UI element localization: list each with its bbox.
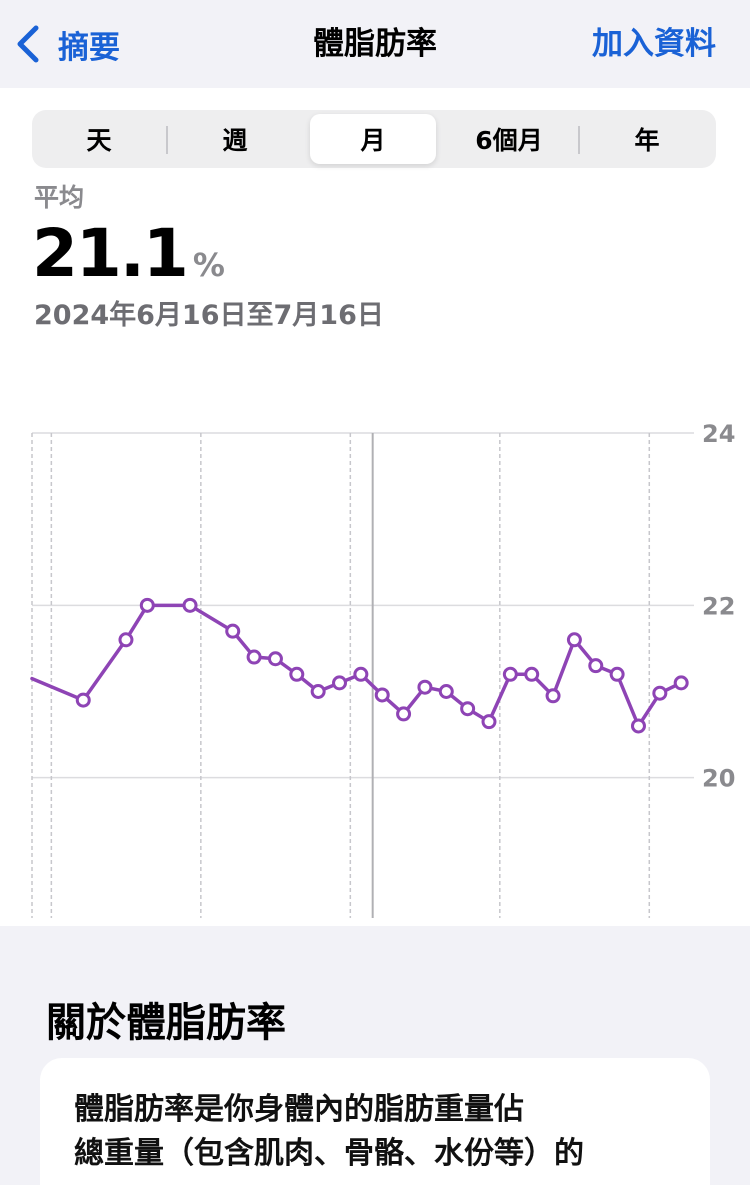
data-point — [289, 666, 305, 682]
data-point — [609, 666, 625, 682]
time-range-segmented-control: 天 週 月 6個月 年 — [32, 110, 716, 168]
navigation-bar: 摘要 體脂肪率 加入資料 — [0, 0, 750, 88]
data-point — [246, 649, 262, 665]
segment-divider — [578, 126, 580, 154]
segment-year[interactable]: 年 — [634, 126, 660, 155]
data-point — [566, 632, 582, 648]
data-point — [630, 718, 646, 734]
data-point — [524, 666, 540, 682]
y-tick-label: 20 — [702, 765, 735, 793]
data-point — [139, 597, 155, 613]
y-tick-label: 22 — [702, 592, 735, 620]
data-point — [438, 684, 454, 699]
average-unit: % — [192, 246, 225, 284]
back-button-label: 摘要 — [58, 29, 120, 66]
series-line — [30, 603, 683, 728]
data-point — [588, 658, 604, 674]
about-section-title: 關於體脂肪率 — [46, 1000, 286, 1046]
add-data-button[interactable]: 加入資料 — [592, 26, 716, 62]
back-button[interactable]: 摘要 — [14, 22, 120, 66]
average-value: 21.1 — [32, 215, 189, 292]
data-point — [545, 688, 561, 704]
data-point — [417, 679, 433, 695]
data-point — [460, 701, 476, 717]
data-point — [118, 632, 134, 648]
data-point — [652, 685, 668, 701]
average-value-container: 21.1% — [32, 216, 225, 303]
date-range: 2024年6月16日至7月16日 — [34, 300, 384, 331]
about-card: 體脂肪率是你身體內的脂肪重量佔 總重量（包含肌肉、骨骼、水份等）的 — [40, 1058, 710, 1185]
segment-divider — [166, 126, 168, 154]
segment-day[interactable]: 天 — [86, 126, 112, 155]
data-point — [673, 675, 689, 691]
average-label: 平均 — [34, 183, 85, 212]
data-point — [481, 714, 497, 730]
about-text-line: 體脂肪率是你身體內的脂肪重量佔 — [74, 1092, 524, 1127]
segment-six-months[interactable]: 6個月 — [475, 126, 543, 155]
segment-month[interactable]: 月 — [310, 114, 436, 164]
segment-week[interactable]: 週 — [222, 126, 248, 155]
y-tick-label: 24 — [702, 420, 735, 448]
chevron-left-icon — [17, 25, 39, 63]
data-point — [502, 666, 518, 682]
data-point — [75, 692, 91, 708]
data-point — [182, 597, 198, 613]
data-point — [353, 666, 369, 682]
data-point — [310, 684, 326, 699]
about-text: 體脂肪率是你身體內的脂肪重量佔 總重量（包含肌肉、骨骼、水份等）的 — [74, 1088, 674, 1176]
data-point — [225, 623, 241, 639]
data-point — [396, 706, 412, 722]
about-text-line: 總重量（包含肌肉、骨骼、水份等）的 — [74, 1136, 584, 1171]
data-point — [374, 687, 390, 703]
data-point — [267, 651, 283, 667]
data-point — [332, 675, 348, 691]
body-fat-line-chart[interactable]: 2422201816日23日30日7日14日 — [0, 338, 750, 918]
chart-card: 天 週 月 6個月 年 平均 21.1% 2024年6月16日至7月16日 24… — [0, 88, 750, 926]
